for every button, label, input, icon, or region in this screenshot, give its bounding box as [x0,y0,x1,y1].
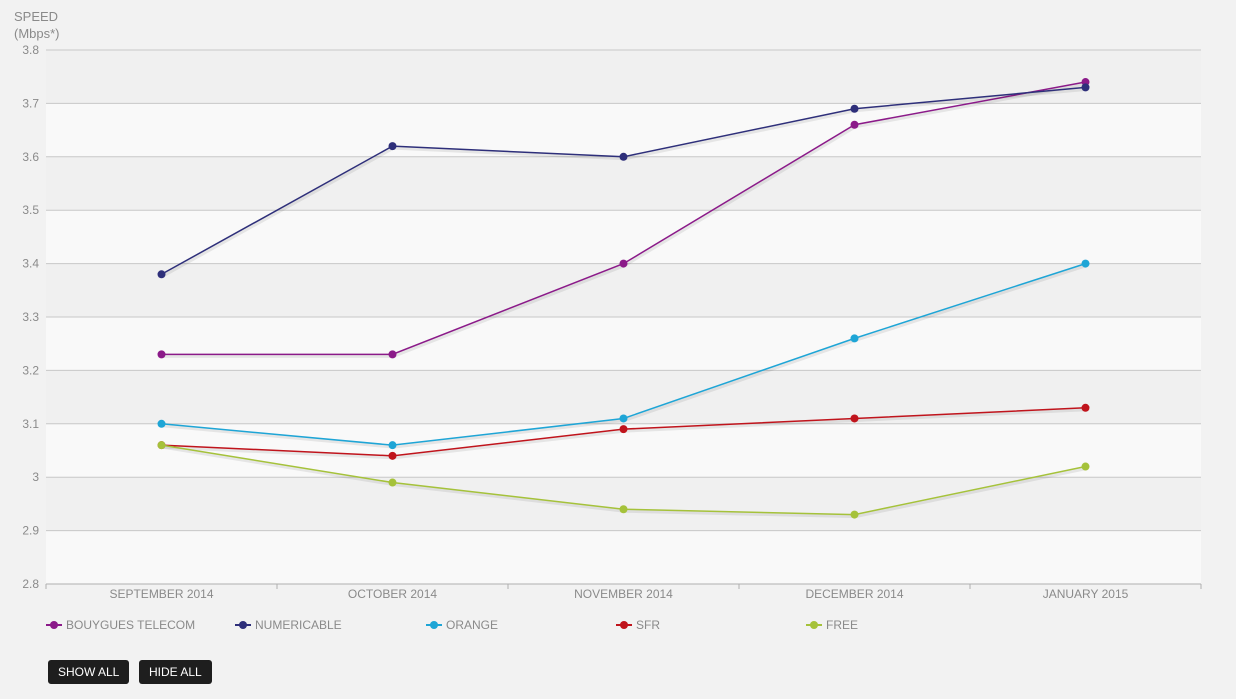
y-tick-label: 3.8 [22,43,39,57]
data-point-orange [1081,259,1090,268]
data-point-numericable [388,142,397,151]
data-point-orange [850,334,859,343]
data-point-orange [388,441,397,450]
data-point-bouygues-telecom [619,259,628,268]
data-point-numericable [1081,83,1090,92]
legend-swatch-icon [46,620,62,630]
data-point-orange [157,419,166,428]
data-point-sfr [1081,403,1090,412]
data-point-free [157,441,166,450]
grid-band [46,263,1201,317]
y-tick-label: 3.7 [22,96,39,110]
legend-item-sfr[interactable]: SFR [616,618,660,632]
data-point-free [388,478,397,487]
legend-swatch-icon [235,620,251,630]
x-tick-label: DECEMBER 2014 [805,587,903,601]
show-all-button[interactable]: SHOW ALL [48,660,130,684]
data-point-bouygues-telecom [850,120,859,129]
data-point-orange [619,414,628,423]
legend-item-free[interactable]: FREE [806,618,858,632]
legend-label: NUMERICABLE [255,618,342,632]
legend-label: FREE [826,618,859,632]
grid-band [46,210,1201,264]
x-tick-label: SEPTEMBER 2014 [109,587,213,601]
y-tick-label: 3.4 [22,257,39,271]
data-point-sfr [388,451,397,460]
x-tick-label: OCTOBER 2014 [348,587,437,601]
y-tick-label: 3 [32,470,39,484]
x-tick-label: NOVEMBER 2014 [574,587,673,601]
y-tick-label: 3.3 [22,310,39,324]
grid-band [46,317,1201,371]
data-point-numericable [619,152,628,161]
grid-band [46,103,1201,157]
legend-swatch-icon [806,620,822,630]
data-point-free [619,505,628,514]
chart-legend: BOUYGUES TELECOM NUMERICABLE ORANGE SFR FREE [0,618,1236,638]
grid-band [46,530,1201,584]
legend-item-numericable[interactable]: NUMERICABLE [235,618,342,632]
y-tick-label: 3.2 [22,363,39,377]
y-axis-title: SPEED (Mbps*) [14,8,60,42]
y-tick-label: 2.8 [22,577,39,591]
y-axis-title-line2: (Mbps*) [14,26,60,41]
legend-swatch-icon [616,620,632,630]
grid-band [46,156,1201,211]
y-axis-title-line1: SPEED [14,9,59,24]
data-point-free [850,510,859,519]
legend-item-orange[interactable]: ORANGE [426,618,498,632]
line-chart: 2.8 2.9 3 3.1 3.2 3.3 3.4 3.5 3.6 3.7 3.8 SEPTEMBER… [22,43,1202,601]
legend-swatch-icon [426,620,442,630]
x-tick-label: JANUARY 2015 [1043,587,1129,601]
data-point-free [1081,462,1090,471]
legend-label: ORANGE [446,618,499,632]
legend-item-bouygues-telecom[interactable]: BOUYGUES TELECOM [46,618,195,632]
data-point-bouygues-telecom [157,350,166,359]
grid-band [46,477,1201,531]
legend-label: BOUYGUES TELECOM [66,618,196,632]
y-tick-label: 3.1 [22,417,39,431]
data-point-sfr [619,425,628,434]
data-point-bouygues-telecom [388,350,397,359]
y-tick-label: 2.9 [22,524,39,538]
legend-label: SFR [636,618,660,632]
y-tick-label: 3.6 [22,150,39,164]
data-point-numericable [157,270,166,279]
y-tick-label: 3.5 [22,203,39,217]
hide-all-button[interactable]: HIDE ALL [139,660,212,684]
data-point-numericable [850,104,859,113]
data-point-sfr [850,414,859,423]
